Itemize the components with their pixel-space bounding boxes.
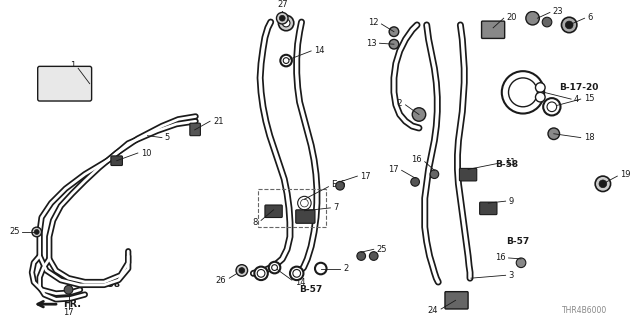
Text: 14: 14 [295, 277, 305, 286]
Circle shape [35, 229, 39, 234]
Text: B-17-20: B-17-20 [559, 83, 599, 92]
Circle shape [301, 199, 308, 207]
Circle shape [280, 15, 285, 21]
Circle shape [561, 17, 577, 33]
Circle shape [278, 15, 294, 31]
FancyBboxPatch shape [445, 292, 468, 309]
Circle shape [276, 12, 288, 24]
Text: 9: 9 [509, 197, 514, 206]
Text: E-6: E-6 [332, 180, 346, 189]
Circle shape [542, 17, 552, 27]
Text: 1: 1 [70, 61, 76, 70]
Circle shape [293, 269, 301, 277]
Text: 17: 17 [388, 165, 399, 174]
Text: 17: 17 [360, 172, 371, 180]
Circle shape [389, 39, 399, 49]
Text: 5: 5 [164, 133, 170, 142]
Text: THR4B6000: THR4B6000 [561, 307, 607, 316]
Circle shape [536, 83, 545, 92]
Circle shape [32, 227, 42, 237]
Text: 12: 12 [368, 18, 378, 27]
Circle shape [357, 252, 365, 260]
Text: 23: 23 [553, 7, 563, 16]
Circle shape [315, 263, 326, 274]
Text: 24: 24 [428, 307, 438, 316]
Text: 7: 7 [333, 204, 339, 212]
Text: 10: 10 [141, 148, 151, 157]
Circle shape [430, 170, 438, 179]
Circle shape [595, 176, 611, 191]
Text: 3: 3 [509, 271, 514, 280]
Circle shape [336, 181, 344, 190]
FancyBboxPatch shape [111, 156, 122, 165]
Text: 20: 20 [507, 13, 517, 22]
FancyBboxPatch shape [479, 202, 497, 215]
Circle shape [64, 285, 73, 294]
Text: 27: 27 [277, 0, 287, 9]
Text: 26: 26 [216, 276, 227, 284]
Text: 19: 19 [620, 170, 630, 179]
Text: 6: 6 [588, 13, 593, 22]
Circle shape [282, 19, 290, 27]
Text: 14: 14 [314, 46, 324, 55]
Text: 2: 2 [343, 264, 348, 273]
Circle shape [516, 258, 526, 268]
Circle shape [543, 98, 561, 116]
Circle shape [536, 92, 545, 102]
FancyBboxPatch shape [460, 168, 477, 181]
Circle shape [280, 55, 292, 66]
Text: 11: 11 [505, 158, 515, 167]
Text: 4: 4 [574, 95, 579, 104]
Circle shape [236, 265, 248, 276]
Text: B-58: B-58 [97, 280, 120, 289]
Text: 16: 16 [412, 155, 422, 164]
Text: 18: 18 [584, 133, 595, 142]
Circle shape [254, 267, 268, 280]
Text: 25: 25 [9, 228, 19, 236]
Text: B-57: B-57 [300, 285, 323, 294]
Circle shape [389, 27, 399, 36]
FancyBboxPatch shape [265, 205, 282, 218]
Circle shape [547, 102, 557, 112]
Circle shape [565, 21, 573, 29]
Circle shape [548, 128, 559, 140]
Text: 15: 15 [584, 94, 594, 103]
Text: 17: 17 [63, 308, 74, 317]
Text: 8: 8 [253, 218, 258, 227]
Circle shape [509, 78, 538, 107]
Text: B-57: B-57 [506, 237, 530, 246]
Circle shape [369, 252, 378, 260]
Circle shape [412, 108, 426, 121]
FancyBboxPatch shape [38, 66, 92, 101]
Text: B·Codes: B·Codes [49, 79, 80, 88]
Circle shape [599, 180, 607, 188]
Circle shape [526, 12, 540, 25]
Text: 21: 21 [213, 117, 223, 126]
Circle shape [269, 262, 280, 273]
Circle shape [239, 268, 244, 273]
Text: B-58: B-58 [495, 160, 518, 169]
Circle shape [290, 267, 303, 280]
Circle shape [271, 265, 278, 270]
Circle shape [257, 269, 265, 277]
FancyBboxPatch shape [296, 210, 315, 223]
Circle shape [411, 178, 419, 186]
Text: 13: 13 [366, 39, 376, 48]
Circle shape [298, 196, 311, 210]
Text: 22: 22 [392, 100, 403, 108]
Text: 25: 25 [376, 245, 387, 254]
Text: FR.: FR. [63, 299, 81, 309]
FancyBboxPatch shape [481, 21, 505, 38]
Circle shape [284, 58, 289, 63]
Circle shape [502, 71, 544, 114]
FancyBboxPatch shape [190, 123, 200, 136]
Text: 16: 16 [495, 253, 506, 262]
